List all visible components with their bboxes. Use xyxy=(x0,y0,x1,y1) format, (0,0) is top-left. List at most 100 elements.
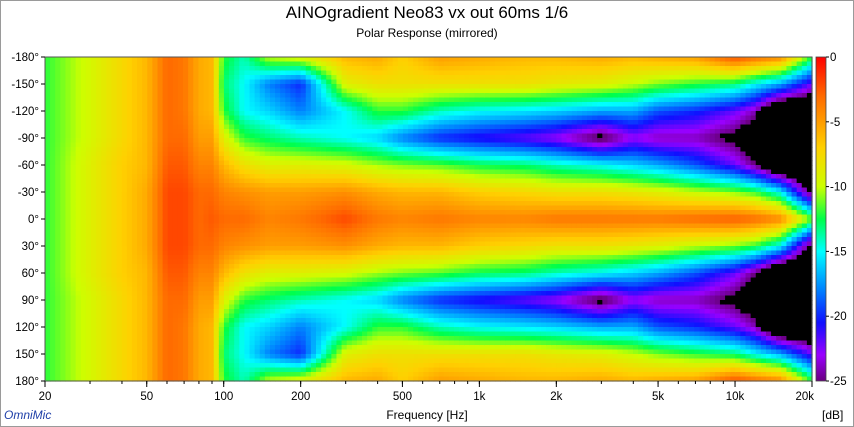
heatmap-cell xyxy=(372,232,378,238)
heatmap-cell xyxy=(101,363,107,369)
heatmap-cell xyxy=(326,336,332,342)
heatmap-cell xyxy=(75,223,82,229)
heatmap-cell xyxy=(172,133,179,139)
heatmap-cell xyxy=(177,147,184,153)
heatmap-cell xyxy=(198,178,205,184)
heatmap-cell xyxy=(300,205,307,211)
heatmap-cell xyxy=(162,367,169,373)
heatmap-cell xyxy=(101,79,107,85)
heatmap-cell xyxy=(162,223,169,229)
heatmap-cell xyxy=(392,214,399,220)
heatmap-cell xyxy=(126,277,133,283)
heatmap-cell xyxy=(239,174,246,180)
heatmap-cell xyxy=(229,354,235,360)
heatmap-cell xyxy=(346,70,353,76)
heatmap-cell xyxy=(203,232,210,238)
heatmap-cell xyxy=(80,129,87,135)
heatmap-cell xyxy=(300,61,307,67)
heatmap-cell xyxy=(65,354,72,360)
heatmap-cell xyxy=(116,111,123,117)
heatmap-cell xyxy=(295,147,302,153)
heatmap-cell xyxy=(392,282,399,288)
heatmap-cell xyxy=(147,345,153,351)
heatmap-cell xyxy=(101,106,107,112)
heatmap-cell xyxy=(367,250,373,256)
heatmap-cell xyxy=(193,246,199,252)
heatmap-cell xyxy=(244,142,251,148)
heatmap-cell xyxy=(229,129,235,135)
heatmap-cell xyxy=(142,304,148,310)
heatmap-cell xyxy=(234,345,240,351)
heatmap-cell xyxy=(331,295,338,301)
heatmap-cell xyxy=(244,268,251,274)
heatmap-cell xyxy=(183,349,189,355)
heatmap-cell xyxy=(269,219,276,225)
heatmap-cell xyxy=(275,268,281,274)
heatmap-cell xyxy=(75,124,82,130)
heatmap-cell xyxy=(172,255,179,261)
heatmap-cell xyxy=(101,336,107,342)
heatmap-cell xyxy=(80,79,87,85)
heatmap-cell xyxy=(203,160,210,166)
heatmap-cell xyxy=(116,178,123,184)
heatmap-cell xyxy=(137,255,143,261)
heatmap-cell xyxy=(356,79,363,85)
heatmap-cell xyxy=(387,228,394,234)
heatmap-cell xyxy=(372,291,378,297)
heatmap-cell xyxy=(152,210,159,216)
heatmap-cell xyxy=(290,336,297,342)
heatmap-cell xyxy=(45,115,51,121)
heatmap-cell xyxy=(70,354,77,360)
heatmap-cell xyxy=(121,142,128,148)
heatmap-cell xyxy=(321,120,327,126)
heatmap-cell xyxy=(346,129,353,135)
heatmap-cell xyxy=(142,201,148,207)
heatmap-cell xyxy=(382,250,389,256)
heatmap-cell xyxy=(351,129,358,135)
heatmap-cell xyxy=(167,93,174,99)
heatmap-cell xyxy=(55,147,61,153)
heatmap-cell xyxy=(50,156,56,162)
heatmap-cell xyxy=(142,57,148,63)
heatmap-cell xyxy=(111,223,118,229)
heatmap-cell xyxy=(300,120,307,126)
heatmap-cell xyxy=(147,174,153,180)
heatmap-cell xyxy=(285,169,292,175)
heatmap-cell xyxy=(239,138,246,144)
heatmap-cell xyxy=(269,196,276,202)
heatmap-cell xyxy=(101,196,107,202)
heatmap-cell xyxy=(183,219,189,225)
heatmap-cell xyxy=(254,201,261,207)
heatmap-cell xyxy=(305,84,312,90)
heatmap-cell xyxy=(75,309,82,315)
heatmap-cell xyxy=(142,106,148,112)
heatmap-cell xyxy=(198,169,205,175)
heatmap-cell xyxy=(310,210,317,216)
heatmap-cell xyxy=(96,169,102,175)
heatmap-cell xyxy=(249,142,256,148)
heatmap-cell xyxy=(229,358,235,364)
heatmap-cell xyxy=(249,93,256,99)
heatmap-cell xyxy=(85,84,92,90)
heatmap-cell xyxy=(229,93,235,99)
heatmap-cell xyxy=(162,232,169,238)
heatmap-cell xyxy=(254,237,261,243)
heatmap-cell xyxy=(162,75,169,81)
heatmap-cell xyxy=(336,354,343,360)
heatmap-cell xyxy=(275,358,281,364)
heatmap-cell xyxy=(116,331,123,337)
heatmap-cell xyxy=(152,264,159,270)
heatmap-cell xyxy=(50,111,56,117)
heatmap-cell xyxy=(372,273,378,279)
heatmap-cell xyxy=(377,300,384,306)
heatmap-cell xyxy=(351,237,358,243)
heatmap-cell xyxy=(259,102,266,108)
heatmap-cell xyxy=(341,277,348,283)
heatmap-cell xyxy=(254,156,261,162)
heatmap-cell xyxy=(254,318,261,324)
heatmap-cell xyxy=(356,138,363,144)
heatmap-cell xyxy=(316,201,322,207)
heatmap-cell xyxy=(96,363,102,369)
heatmap-cell xyxy=(244,196,251,202)
heatmap-cell xyxy=(326,372,332,378)
